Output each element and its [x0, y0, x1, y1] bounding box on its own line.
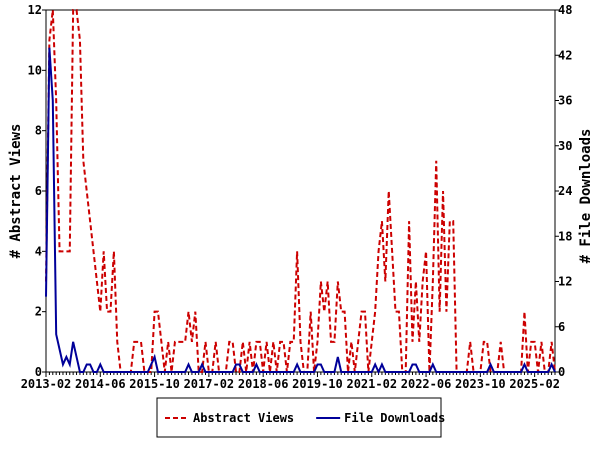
y2-tick-label: 42	[558, 48, 572, 62]
y-tick-label: 4	[35, 244, 42, 258]
y2-tick-label: 0	[558, 365, 565, 379]
y2-tick-label: 30	[558, 139, 572, 153]
legend-label: File Downloads	[344, 411, 445, 425]
y-tick-label: 0	[35, 365, 42, 379]
x-tick-label: 2018-06	[238, 377, 289, 391]
x-tick-label: 2023-10	[455, 377, 506, 391]
y-tick-label: 12	[28, 3, 42, 17]
x-tick-label: 2025-02	[509, 377, 560, 391]
x-tick-label: 2022-06	[401, 377, 452, 391]
legend-label: Abstract Views	[193, 411, 294, 425]
y2-tick-label: 6	[558, 320, 565, 334]
legend-box	[156, 397, 442, 438]
y2-axis-label: # File Downloads	[578, 129, 594, 264]
y-tick-label: 2	[35, 305, 42, 319]
x-tick-label: 2021-02	[346, 377, 397, 391]
x-tick-label: 2015-10	[129, 377, 180, 391]
y-tick-label: 6	[35, 184, 42, 198]
y2-tick-label: 48	[558, 3, 572, 17]
x-tick-label: 2014-06	[75, 377, 126, 391]
y2-tick-label: 12	[558, 275, 572, 289]
x-tick-label: 2017-02	[184, 377, 235, 391]
y2-tick-label: 18	[558, 229, 572, 243]
x-tick-label: 2013-02	[21, 377, 72, 391]
y-tick-label: 10	[28, 63, 42, 77]
y-axis-label: # Abstract Views	[8, 124, 24, 259]
series-line	[45, 9, 556, 373]
y2-tick-label: 24	[558, 184, 572, 198]
y-tick-label: 8	[35, 124, 42, 138]
y2-tick-label: 36	[558, 94, 572, 108]
x-tick-label: 2019-10	[292, 377, 343, 391]
series-line	[45, 47, 556, 375]
